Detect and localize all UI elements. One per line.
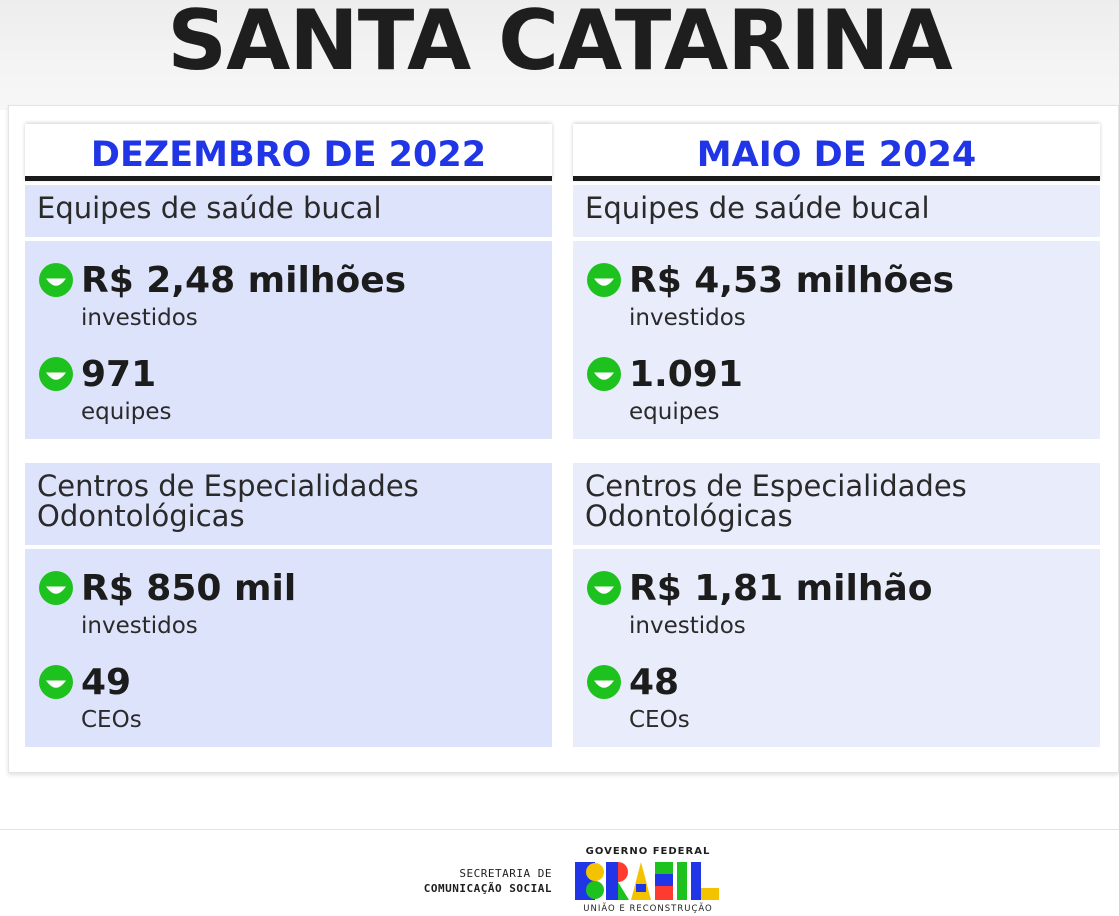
metric-investment: R$ 850 mil investidos	[39, 567, 539, 647]
section-label-equipes: Equipes de saúde bucal	[25, 185, 552, 237]
smiley-icon	[39, 357, 73, 391]
metric-count: 49 CEOs	[39, 661, 539, 741]
metrics-panel-ceo: R$ 850 mil investidos 49 CEOs	[25, 549, 552, 747]
page-title: SANTA CATARINA	[167, 0, 952, 89]
metric-caption: investidos	[81, 305, 198, 331]
section-label-text: Equipes de saúde bucal	[585, 191, 930, 225]
metric-value: R$ 850 mil	[81, 568, 297, 609]
metric-caption: CEOs	[81, 707, 142, 733]
smiley-icon	[39, 571, 73, 605]
smiley-icon	[587, 665, 621, 699]
metrics-panel-equipes: R$ 2,48 milhões investidos 971 equipes	[25, 241, 552, 439]
metrics-panel-equipes: R$ 4,53 milhões investidos 1.091 equipes	[573, 241, 1100, 439]
section-label-equipes: Equipes de saúde bucal	[573, 185, 1100, 237]
metric-value: 49	[81, 662, 132, 703]
metric-caption: equipes	[81, 399, 172, 425]
column-dezembro-2022: DEZEMBRO DE 2022 Equipes de saúde bucal …	[25, 124, 552, 747]
metric-caption: CEOs	[629, 707, 690, 733]
metric-value: 971	[81, 354, 157, 395]
section-label-text: Centros de Especialidades	[37, 469, 419, 503]
smiley-icon	[587, 571, 621, 605]
metric-value: R$ 1,81 milhão	[629, 568, 933, 609]
metric-count: 48 CEOs	[587, 661, 1087, 741]
metric-caption: investidos	[629, 305, 746, 331]
brasil-logo-icon	[575, 862, 719, 900]
section-label-text: Equipes de saúde bucal	[37, 191, 382, 225]
column-maio-2024: MAIO DE 2024 Equipes de saúde bucal R$ 4…	[573, 124, 1100, 747]
metric-count: 971 equipes	[39, 353, 539, 433]
footer-divider	[0, 829, 1119, 830]
metric-count: 1.091 equipes	[587, 353, 1087, 433]
metrics-panel-ceo: R$ 1,81 milhão investidos 48 CEOs	[573, 549, 1100, 747]
metric-caption: investidos	[629, 613, 746, 639]
smiley-icon	[587, 357, 621, 391]
section-label-text: Odontológicas	[585, 499, 793, 533]
column-header: DEZEMBRO DE 2022	[25, 124, 552, 181]
section-label-ceo: Centros de Especialidades Odontológicas	[573, 463, 1100, 545]
metric-investment: R$ 4,53 milhões investidos	[587, 259, 1087, 339]
section-label-ceo: Centros de Especialidades Odontológicas	[25, 463, 552, 545]
secretaria-line1: SECRETARIA DE	[459, 867, 552, 880]
section-label-text: Centros de Especialidades	[585, 469, 967, 503]
metric-caption: equipes	[629, 399, 720, 425]
logo-top-text: GOVERNO FEDERAL	[585, 846, 711, 857]
metric-investment: R$ 2,48 milhões investidos	[39, 259, 539, 339]
metric-caption: investidos	[81, 613, 198, 639]
metric-value: 1.091	[629, 354, 743, 395]
comparison-card: DEZEMBRO DE 2022 Equipes de saúde bucal …	[8, 105, 1119, 773]
secretaria-label: SECRETARIA DE COMUNICAÇÃO SOCIAL	[380, 866, 552, 896]
smiley-icon	[587, 263, 621, 297]
metric-value: R$ 2,48 milhões	[81, 260, 407, 301]
section-label-text: Odontológicas	[37, 499, 245, 533]
logo-bottom-text: UNIÃO E RECONSTRUÇÃO	[583, 904, 713, 914]
smiley-icon	[39, 665, 73, 699]
header-background	[0, 0, 1119, 110]
metric-value: R$ 4,53 milhões	[629, 260, 955, 301]
metric-investment: R$ 1,81 milhão investidos	[587, 567, 1087, 647]
governo-federal-logo: GOVERNO FEDERAL UNIÃO E RECONSTRUÇÃO	[573, 846, 723, 916]
metric-value: 48	[629, 662, 680, 703]
column-header: MAIO DE 2024	[573, 124, 1100, 181]
secretaria-line2: COMUNICAÇÃO SOCIAL	[423, 882, 552, 895]
smiley-icon	[39, 263, 73, 297]
